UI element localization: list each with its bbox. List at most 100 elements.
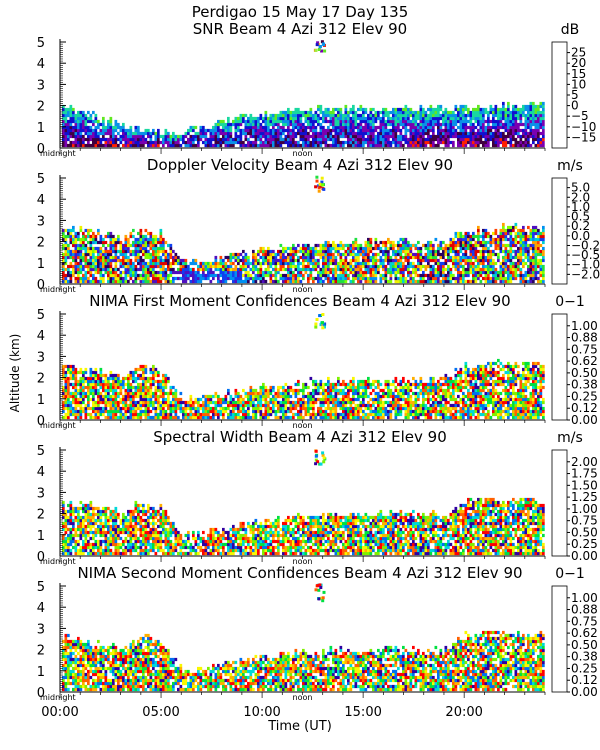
- echo-pixel: [72, 370, 75, 375]
- echo-pixel: [472, 131, 475, 136]
- echo-pixel: [432, 258, 435, 263]
- echo-pixel: [352, 140, 355, 145]
- echo-pixel: [489, 270, 493, 275]
- echo-pixel: [319, 143, 323, 148]
- echo-pixel: [194, 273, 198, 278]
- echo-pixel: [387, 116, 390, 121]
- echo-pixel: [157, 279, 160, 284]
- echo-pixel: [492, 264, 495, 269]
- echo-pixel: [352, 143, 355, 148]
- echo-pixel: [472, 107, 475, 112]
- echo-pixel: [289, 252, 293, 257]
- echo-pixel: [72, 143, 75, 148]
- echo-pixel: [94, 255, 98, 260]
- echo-pixel: [542, 267, 545, 272]
- echo-pixel: [279, 134, 283, 139]
- echo-pixel: [204, 128, 208, 133]
- echo-pixel: [359, 140, 363, 145]
- echo-pixel: [449, 140, 453, 145]
- echo-pixel: [522, 143, 525, 148]
- echo-pixel: [352, 128, 355, 133]
- echo-pixel: [207, 143, 210, 148]
- echo-pixel: [124, 258, 128, 263]
- echo-pixel: [532, 110, 535, 115]
- echo-pixel: [349, 128, 353, 133]
- echo-pixel: [124, 382, 128, 387]
- echo-pixel: [64, 140, 68, 145]
- echo-pixel: [122, 128, 125, 133]
- echo-pixel: [519, 246, 523, 251]
- echo-pixel: [129, 252, 133, 257]
- echo-pixel: [457, 264, 460, 269]
- echo-pixel: [379, 134, 383, 139]
- echo-pixel: [67, 249, 70, 254]
- echo-pixel: [62, 415, 65, 420]
- echo-pixel: [132, 391, 135, 396]
- echo-pixel: [192, 273, 195, 278]
- echo-pixel: [97, 394, 100, 399]
- echo-pixel: [357, 107, 360, 112]
- echo-pixel: [79, 391, 83, 396]
- echo-pixel: [534, 225, 538, 230]
- echo-pixel: [267, 116, 270, 121]
- echo-pixel: [392, 119, 395, 124]
- echo-pixel: [77, 113, 80, 118]
- echo-pixel: [492, 270, 495, 275]
- echo-pixel: [94, 391, 98, 396]
- echo-pixel: [292, 140, 295, 145]
- echo-pixel: [64, 243, 68, 248]
- echo-pixel: [107, 128, 110, 133]
- echo-pixel: [82, 264, 85, 269]
- echo-pixel: [369, 140, 373, 145]
- echo-pixel: [532, 264, 535, 269]
- echo-pixel: [274, 276, 278, 281]
- echo-pixel: [104, 382, 108, 387]
- echo-pixel: [359, 143, 363, 148]
- echo-pixel: [537, 125, 540, 130]
- echo-pixel: [64, 128, 68, 133]
- echo-pixel: [399, 270, 403, 275]
- echo-pixel: [502, 222, 505, 227]
- echo-pixel: [304, 131, 308, 136]
- echo-pixel: [402, 107, 405, 112]
- echo-pixel: [437, 276, 440, 281]
- echo-pixel: [102, 237, 105, 242]
- echo-pixel: [197, 131, 200, 136]
- echo-pixel: [532, 122, 535, 127]
- echo-pixel: [419, 107, 423, 112]
- isolated-echo-pixel: [316, 41, 320, 45]
- echo-pixel: [129, 415, 133, 420]
- echo-pixel: [354, 261, 358, 266]
- echo-pixel: [194, 134, 198, 139]
- echo-pixel: [69, 255, 73, 260]
- echo-pixel: [457, 252, 460, 257]
- echo-pixel: [512, 122, 515, 127]
- echo-pixel: [157, 415, 160, 420]
- echo-pixel: [192, 143, 195, 148]
- echo-pixel: [69, 412, 73, 417]
- echo-pixel: [419, 104, 423, 109]
- echo-pixel: [434, 252, 438, 257]
- echo-pixel: [154, 415, 158, 420]
- echo-pixel: [279, 255, 283, 260]
- echo-pixel: [494, 104, 498, 109]
- echo-pixel: [77, 128, 80, 133]
- echo-pixel: [504, 279, 508, 284]
- echo-pixel: [387, 255, 390, 260]
- echo-pixel: [109, 249, 113, 254]
- echo-pixel: [267, 273, 270, 278]
- echo-pixel: [259, 128, 263, 133]
- echo-pixel: [484, 255, 488, 260]
- echo-pixel: [387, 246, 390, 251]
- echo-pixel: [247, 264, 250, 269]
- echo-pixel: [509, 122, 513, 127]
- echo-pixel: [454, 234, 458, 239]
- echo-pixel: [84, 394, 88, 399]
- echo-pixel: [82, 273, 85, 278]
- echo-pixel: [507, 128, 510, 133]
- echo-pixel: [149, 270, 153, 275]
- echo-pixel: [67, 379, 70, 384]
- echo-pixel: [469, 255, 473, 260]
- panel-title: NIMA First Moment Confidences Beam 4 Azi…: [89, 292, 510, 310]
- echo-pixel: [262, 131, 265, 136]
